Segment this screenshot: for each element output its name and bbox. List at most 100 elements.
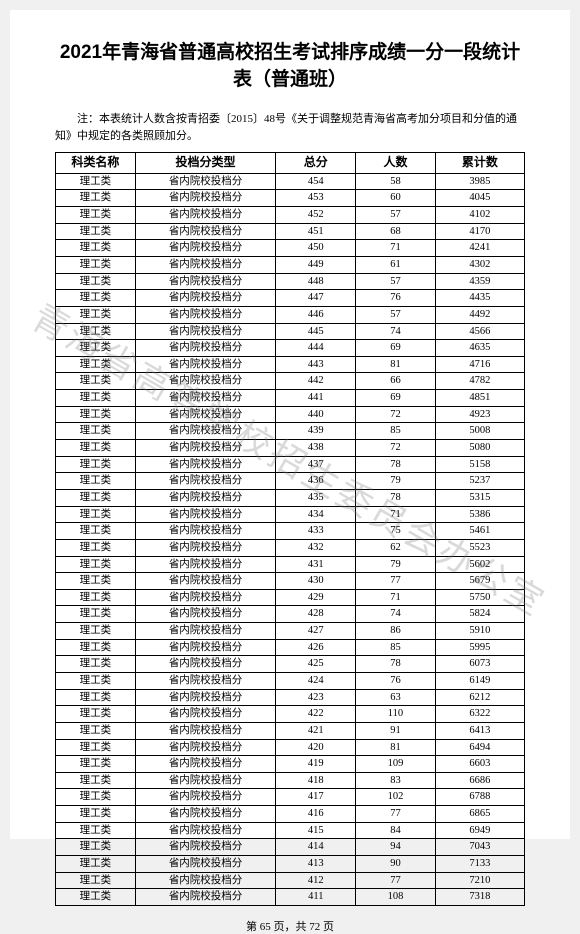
cell-score: 423 <box>276 689 356 706</box>
cell-category: 理工类 <box>56 573 136 590</box>
cell-type: 省内院校投档分 <box>135 539 276 556</box>
cell-type: 省内院校投档分 <box>135 872 276 889</box>
table-row: 理工类省内院校投档分4111087318 <box>56 889 525 906</box>
cell-type: 省内院校投档分 <box>135 406 276 423</box>
cell-category: 理工类 <box>56 589 136 606</box>
cell-type: 省内院校投档分 <box>135 207 276 224</box>
cell-score: 415 <box>276 822 356 839</box>
cell-type: 省内院校投档分 <box>135 489 276 506</box>
cell-score: 440 <box>276 406 356 423</box>
cell-count: 77 <box>356 573 436 590</box>
cell-cumulative: 5679 <box>435 573 524 590</box>
cell-count: 72 <box>356 406 436 423</box>
cell-cumulative: 4851 <box>435 390 524 407</box>
table-row: 理工类省内院校投档分414947043 <box>56 839 525 856</box>
cell-category: 理工类 <box>56 190 136 207</box>
cell-cumulative: 5461 <box>435 523 524 540</box>
table-row: 理工类省内院校投档分424766149 <box>56 673 525 690</box>
table-row: 理工类省内院校投档分435785315 <box>56 489 525 506</box>
footer-prefix: 第 <box>246 921 260 933</box>
cell-score: 428 <box>276 606 356 623</box>
note-text: 注：本表统计人数含按青招委〔2015〕48号《关于调整规范青海省高考加分项目和分… <box>55 111 525 144</box>
cell-score: 422 <box>276 706 356 723</box>
table-row: 理工类省内院校投档分439855008 <box>56 423 525 440</box>
cell-score: 451 <box>276 223 356 240</box>
table-row: 理工类省内院校投档分413907133 <box>56 856 525 873</box>
cell-type: 省内院校投档分 <box>135 806 276 823</box>
cell-score: 427 <box>276 623 356 640</box>
cell-category: 理工类 <box>56 739 136 756</box>
cell-category: 理工类 <box>56 506 136 523</box>
footer-suffix: 页 <box>320 921 334 933</box>
cell-count: 84 <box>356 822 436 839</box>
cell-count: 77 <box>356 806 436 823</box>
cell-count: 91 <box>356 722 436 739</box>
cell-type: 省内院校投档分 <box>135 606 276 623</box>
cell-count: 57 <box>356 207 436 224</box>
table-row: 理工类省内院校投档分426855995 <box>56 639 525 656</box>
cell-type: 省内院校投档分 <box>135 556 276 573</box>
cell-type: 省内院校投档分 <box>135 340 276 357</box>
cell-cumulative: 4241 <box>435 240 524 257</box>
cell-score: 419 <box>276 756 356 773</box>
cell-score: 445 <box>276 323 356 340</box>
cell-cumulative: 4566 <box>435 323 524 340</box>
cell-score: 437 <box>276 456 356 473</box>
table-row: 理工类省内院校投档分451684170 <box>56 223 525 240</box>
cell-score: 411 <box>276 889 356 906</box>
cell-category: 理工类 <box>56 290 136 307</box>
table-row: 理工类省内院校投档分431795602 <box>56 556 525 573</box>
cell-count: 68 <box>356 223 436 240</box>
cell-category: 理工类 <box>56 556 136 573</box>
cell-score: 447 <box>276 290 356 307</box>
cell-type: 省内院校投档分 <box>135 839 276 856</box>
cell-cumulative: 6865 <box>435 806 524 823</box>
cell-count: 85 <box>356 423 436 440</box>
header-category: 科类名称 <box>56 153 136 174</box>
cell-cumulative: 5158 <box>435 456 524 473</box>
cell-score: 448 <box>276 273 356 290</box>
cell-category: 理工类 <box>56 423 136 440</box>
cell-category: 理工类 <box>56 706 136 723</box>
cell-category: 理工类 <box>56 340 136 357</box>
cell-category: 理工类 <box>56 889 136 906</box>
score-table: 科类名称 投档分类型 总分 人数 累计数 理工类省内院校投档分454583985… <box>55 152 525 906</box>
cell-count: 60 <box>356 190 436 207</box>
table-row: 理工类省内院校投档分412777210 <box>56 872 525 889</box>
cell-score: 438 <box>276 440 356 457</box>
table-row: 理工类省内院校投档分446574492 <box>56 306 525 323</box>
table-row: 理工类省内院校投档分448574359 <box>56 273 525 290</box>
table-row: 理工类省内院校投档分4171026788 <box>56 789 525 806</box>
footer-total: 72 <box>309 921 320 933</box>
cell-type: 省内院校投档分 <box>135 223 276 240</box>
table-row: 理工类省内院校投档分418836686 <box>56 772 525 789</box>
cell-cumulative: 6686 <box>435 772 524 789</box>
cell-count: 85 <box>356 639 436 656</box>
cell-category: 理工类 <box>56 656 136 673</box>
table-row: 理工类省内院校投档分4221106322 <box>56 706 525 723</box>
cell-cumulative: 6603 <box>435 756 524 773</box>
cell-category: 理工类 <box>56 273 136 290</box>
table-row: 理工类省内院校投档分449614302 <box>56 256 525 273</box>
cell-score: 446 <box>276 306 356 323</box>
table-row: 理工类省内院校投档分440724923 <box>56 406 525 423</box>
table-row: 理工类省内院校投档分430775679 <box>56 573 525 590</box>
table-row: 理工类省内院校投档分423636212 <box>56 689 525 706</box>
cell-cumulative: 4716 <box>435 356 524 373</box>
table-row: 理工类省内院校投档分447764435 <box>56 290 525 307</box>
cell-count: 79 <box>356 473 436 490</box>
cell-score: 441 <box>276 390 356 407</box>
table-row: 理工类省内院校投档分438725080 <box>56 440 525 457</box>
cell-count: 61 <box>356 256 436 273</box>
cell-type: 省内院校投档分 <box>135 889 276 906</box>
cell-category: 理工类 <box>56 356 136 373</box>
cell-category: 理工类 <box>56 306 136 323</box>
cell-count: 71 <box>356 589 436 606</box>
cell-category: 理工类 <box>56 606 136 623</box>
table-row: 理工类省内院校投档分432625523 <box>56 539 525 556</box>
cell-cumulative: 4492 <box>435 306 524 323</box>
cell-count: 76 <box>356 290 436 307</box>
cell-count: 110 <box>356 706 436 723</box>
cell-category: 理工类 <box>56 456 136 473</box>
cell-cumulative: 5237 <box>435 473 524 490</box>
